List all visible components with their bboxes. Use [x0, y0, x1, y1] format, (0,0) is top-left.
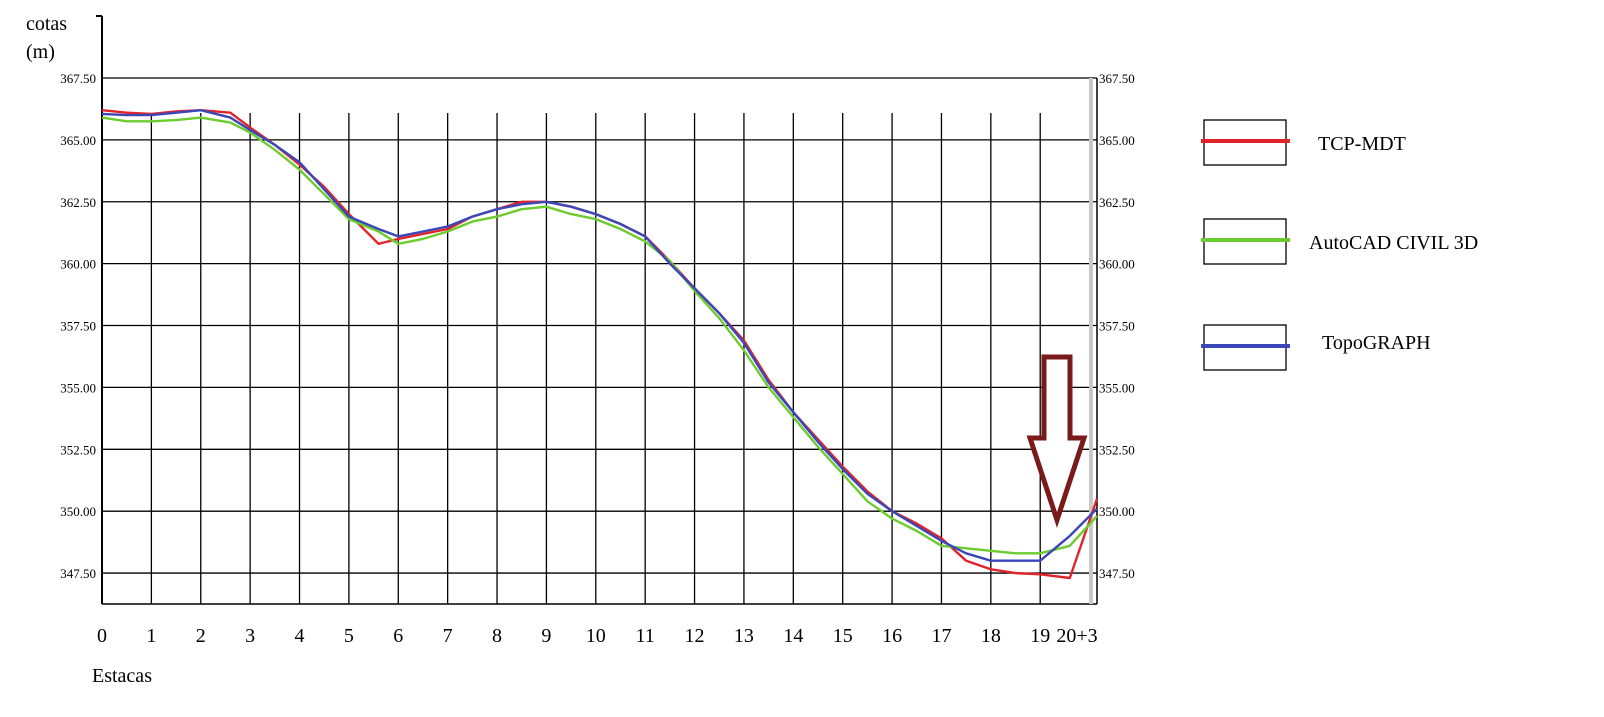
x-tick-label: 5 [344, 625, 354, 647]
x-tick-label: 4 [295, 625, 305, 647]
x-tick-label: 7 [443, 625, 453, 647]
legend-label: AutoCAD CIVIL 3D [1309, 232, 1478, 254]
axis-layer: cotas (m) Estacas 347.50 347.50 350.00 350.… [26, 13, 1135, 687]
series-line-autocad-civil-3d [101, 116, 1098, 555]
y-tick-label-right: 360.00 [1099, 257, 1135, 272]
series-line-topograph [101, 108, 1098, 562]
series-layer [101, 108, 1099, 580]
x-tick-label: 14 [783, 625, 803, 647]
y-tick-label-left: 347.50 [60, 566, 96, 581]
y-tick-label-left: 367.50 [60, 71, 96, 86]
y-tick-label-right: 367.50 [1099, 71, 1135, 86]
x-tick-label: 10 [586, 625, 606, 647]
y-tick-label-right: 347.50 [1099, 566, 1135, 581]
y-tick-label-left: 357.50 [60, 319, 96, 334]
y-tick-label-right: 350.00 [1099, 504, 1135, 519]
y-tick-label-left: 360.00 [60, 257, 96, 272]
down-arrow-icon [1026, 354, 1088, 528]
y-tick-label-left: 362.50 [60, 195, 96, 210]
y-axis-title-line2: (m) [26, 41, 55, 63]
legend-label: TCP-MDT [1318, 133, 1406, 155]
x-tick-label: 9 [541, 625, 551, 647]
x-tick-label: 19 [1030, 625, 1050, 647]
y-tick-label-left: 355.00 [60, 380, 96, 395]
x-tick-label: 0 [97, 625, 107, 647]
x-tick-label: 13 [734, 625, 754, 647]
annotation-layer [1026, 354, 1088, 528]
grid-layer [102, 77, 1097, 604]
x-tick-label: 18 [981, 625, 1001, 647]
y-tick-label-right: 362.50 [1099, 195, 1135, 210]
x-tick-label: 1 [146, 625, 156, 647]
x-tick-label: 16 [882, 625, 902, 647]
y-tick-label-left: 365.00 [60, 133, 96, 148]
y-tick-label-left: 350.00 [60, 504, 96, 519]
y-tick-label-right: 355.00 [1099, 380, 1135, 395]
x-tick-label: 6 [393, 625, 403, 647]
legend: TCP-MDT AutoCAD CIVIL 3D TopoGRAPH [1201, 119, 1478, 371]
x-axis-title: Estacas [92, 665, 152, 687]
x-tick-label: 17 [931, 625, 951, 647]
y-tick-label-left: 352.50 [60, 442, 96, 457]
x-tick-label: 12 [685, 625, 705, 647]
series-line-tcp-mdt [101, 108, 1099, 580]
y-tick-label-right: 357.50 [1099, 319, 1135, 334]
legend-label: TopoGRAPH [1322, 332, 1431, 354]
y-tick-label-right: 352.50 [1099, 442, 1135, 457]
y-axis-title-line1: cotas [26, 13, 67, 35]
x-tick-label: 2 [196, 625, 206, 647]
y-tick-label-right: 365.00 [1099, 133, 1135, 148]
x-tick-label: 11 [636, 625, 655, 647]
x-tick-label: 15 [833, 625, 853, 647]
x-tick-label: 3 [245, 625, 255, 647]
x-tick-label: 20+3 [1056, 625, 1097, 647]
x-tick-label: 8 [492, 625, 502, 647]
